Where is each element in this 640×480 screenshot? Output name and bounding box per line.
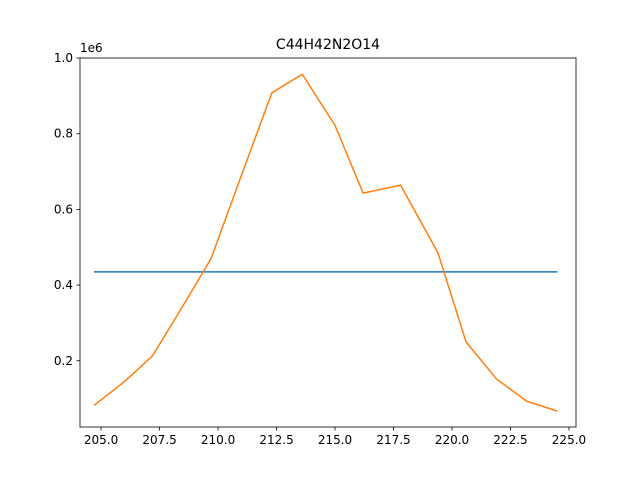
x-tick-label: 220.0 — [435, 433, 469, 447]
x-tick-label: 215.0 — [318, 433, 352, 447]
series-line-1 — [93, 73, 558, 412]
x-tick-label: 217.5 — [376, 433, 410, 447]
axes-layer: 205.0 207.5 210.0 212.5 215.0 217.5 220.0 222.5… — [54, 51, 586, 447]
chart-title: C44H42N2O14 — [276, 37, 380, 53]
x-tick-label: 210.0 — [201, 433, 235, 447]
x-tick-label: 222.5 — [493, 433, 527, 447]
y-tick-label: 0.4 — [54, 278, 73, 292]
x-tick-label: 212.5 — [259, 433, 293, 447]
y-tick-label: 0.2 — [54, 354, 73, 368]
x-tick-label: 207.5 — [142, 433, 176, 447]
plot-frame — [79, 57, 577, 428]
x-tick-label: 205.0 — [84, 433, 118, 447]
series-layer — [93, 73, 558, 412]
y-tick-label: 1.0 — [54, 51, 73, 65]
x-tick-label: 225.0 — [552, 433, 586, 447]
y-tick-label: 0.8 — [54, 127, 73, 141]
y-tick-label: 0.6 — [54, 202, 73, 216]
y-offset-label: 1e6 — [80, 41, 103, 55]
